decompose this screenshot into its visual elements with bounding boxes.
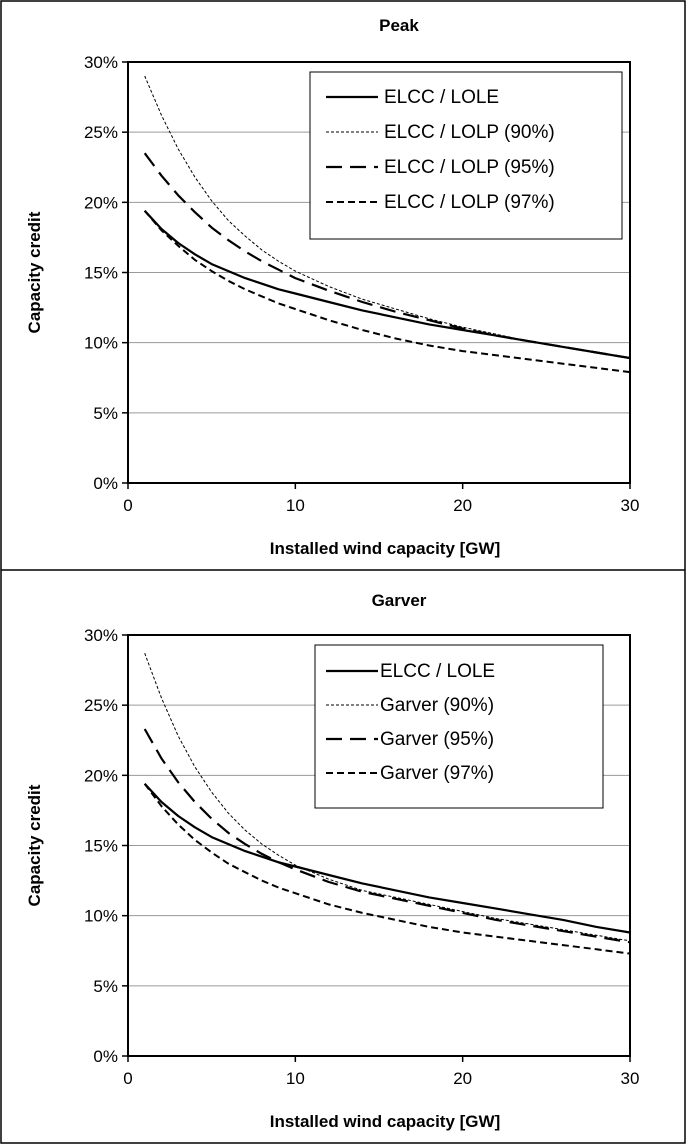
- chart-title: Garver: [372, 591, 427, 610]
- x-tick-label: 20: [453, 1069, 472, 1088]
- y-axis-label: Capacity credit: [25, 784, 44, 906]
- legend-label: ELCC / LOLP (97%): [384, 192, 555, 213]
- legend-label: Garver (90%): [380, 695, 494, 716]
- legend-label: ELCC / LOLP (95%): [384, 157, 555, 178]
- x-axis-label: Installed wind capacity [GW]: [270, 539, 500, 558]
- y-tick-label: 0%: [93, 1047, 118, 1066]
- y-tick-label: 25%: [84, 696, 118, 715]
- y-tick-label: 5%: [93, 404, 118, 423]
- series-line-3: [143, 728, 631, 944]
- legend-label: Garver (95%): [380, 729, 494, 750]
- series-line-3: [143, 152, 631, 360]
- y-tick-label: 10%: [84, 907, 118, 926]
- x-axis-label: Installed wind capacity [GW]: [270, 1112, 500, 1131]
- y-tick-label: 20%: [84, 193, 118, 212]
- legend: ELCC / LOLE Garver (90%) Garver (95%) Garve…: [314, 644, 604, 809]
- series-line-1: [143, 783, 631, 934]
- y-tick-label: 15%: [84, 264, 118, 283]
- y-tick-label: 0%: [93, 474, 118, 493]
- y-axis-label: Capacity credit: [25, 211, 44, 333]
- legend-label: ELCC / LOLP (90%): [384, 122, 555, 143]
- series-line-4: [143, 210, 631, 374]
- y-tick-label: 15%: [84, 837, 118, 856]
- x-tick-label: 10: [286, 496, 305, 515]
- y-tick-label: 10%: [84, 334, 118, 353]
- legend-label: ELCC / LOLE: [384, 87, 499, 108]
- legend-label: Garver (97%): [380, 763, 494, 784]
- y-tick-label: 20%: [84, 766, 118, 785]
- x-tick-label: 30: [621, 1069, 640, 1088]
- series-line-4: [143, 783, 631, 955]
- plot-area: [127, 634, 631, 1057]
- y-tick-label: 5%: [93, 977, 118, 996]
- plot-area: [127, 61, 631, 484]
- y-tick-label: 30%: [84, 626, 118, 645]
- legend-label: ELCC / LOLE: [380, 661, 495, 682]
- x-tick-label: 0: [123, 1069, 132, 1088]
- legend: ELCC / LOLE ELCC / LOLP (90%) ELCC / LOLP …: [309, 71, 623, 240]
- chart-panel-2: Garver 0% 5% 10% 15% 20% 25% 30% 0 10 20 30 Installe…: [25, 591, 639, 1131]
- x-tick-label: 20: [453, 496, 472, 515]
- x-tick-label: 10: [286, 1069, 305, 1088]
- chart-panel-1: Peak 0% 5% 10% 15% 20% 25% 30% 0 10 20 30 Installed …: [25, 16, 639, 558]
- x-tick-label: 0: [123, 496, 132, 515]
- y-tick-label: 25%: [84, 123, 118, 142]
- y-tick-label: 30%: [84, 53, 118, 72]
- legend-box: [309, 71, 623, 240]
- chart-title: Peak: [379, 16, 419, 35]
- x-tick-label: 30: [621, 496, 640, 515]
- legend-box: [314, 644, 604, 809]
